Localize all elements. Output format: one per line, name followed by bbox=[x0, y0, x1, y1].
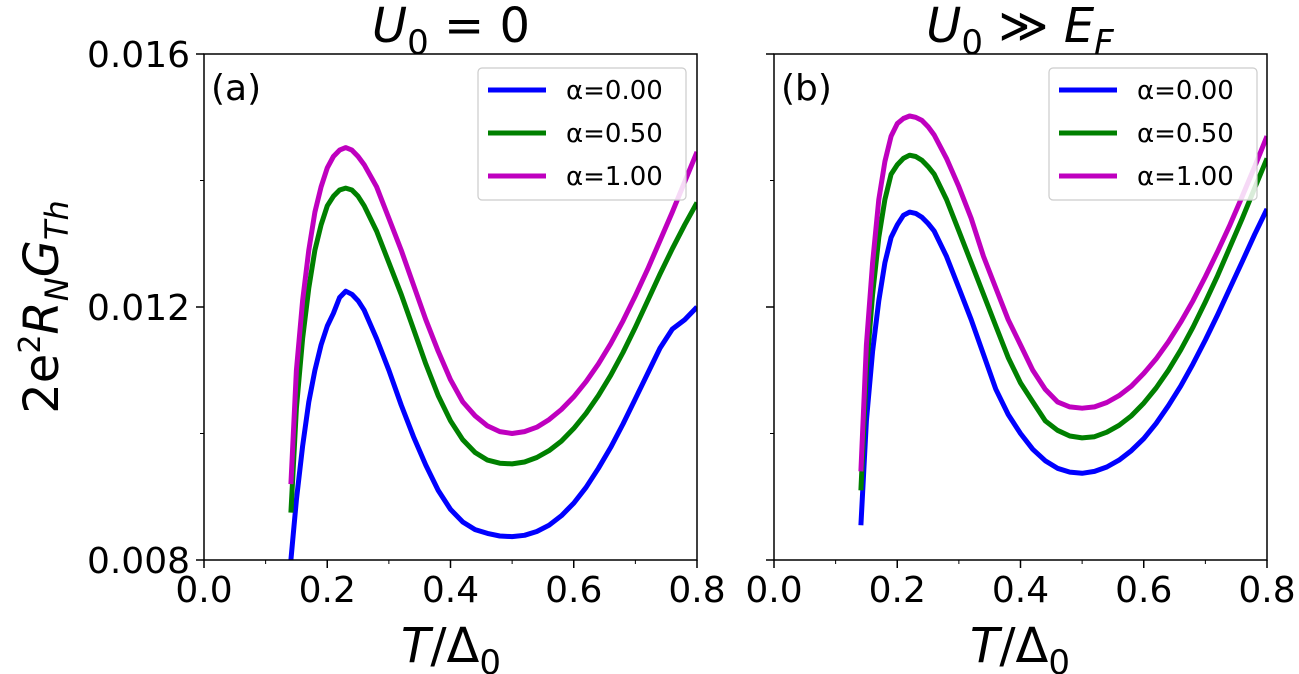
panel-a-y-tick-label: 0.012 bbox=[87, 288, 190, 329]
panel-a-x-tick-label: 0.6 bbox=[545, 570, 602, 611]
panel-b-legend-label-2: α=1.00 bbox=[1137, 162, 1234, 192]
panel-a-legend-label-0: α=0.00 bbox=[566, 76, 663, 106]
panel-b-x-tick-label: 0.0 bbox=[745, 570, 802, 611]
panel-b-series-line-2 bbox=[858, 113, 1267, 472]
panel-a-legend: α=0.00 α=0.50 α=1.00 bbox=[477, 67, 687, 201]
panel-b: U0 ≫ EF 0.0 0.2 0.4 0.6 0.8 (b) T/Δ0 α=0.00α… bbox=[745, 0, 1295, 674]
panel-a: U0 = 0 0.0 0.2 0.4 0.6 0.8 0.008 0.012 0.016 (a… bbox=[87, 0, 726, 674]
panel-b-legend-label-1: α=0.50 bbox=[1137, 119, 1234, 149]
panel-a-y-tick-label: 0.016 bbox=[87, 35, 190, 76]
panel-a-series-line-0 bbox=[288, 288, 697, 560]
panel-b-title: U0 ≫ EF bbox=[926, 0, 1114, 63]
panel-b-x-tick-label: 0.4 bbox=[992, 570, 1049, 611]
panel-b-legend-label-0: α=0.00 bbox=[1137, 76, 1234, 106]
panel-a-legend-label-1: α=0.50 bbox=[566, 119, 663, 149]
panel-a-x-tick-label: 0.4 bbox=[422, 570, 479, 611]
panel-a-series-line-2 bbox=[288, 145, 697, 485]
panel-a-tag: (a) bbox=[211, 68, 261, 109]
panel-b-series-line-0 bbox=[858, 207, 1267, 526]
panel-a-x-tick-label: 0.8 bbox=[668, 570, 725, 611]
panel-b-legend-box bbox=[1048, 67, 1258, 201]
y-axis-label: 2e2RNGTh bbox=[13, 200, 76, 414]
panel-a-legend-label-2: α=1.00 bbox=[566, 162, 663, 192]
panel-a-y-tick-label: 0.008 bbox=[87, 541, 190, 582]
panel-b-x-axis-label: T/Δ0 bbox=[970, 618, 1070, 674]
panel-b-x-tick-label: 0.6 bbox=[1115, 570, 1172, 611]
panel-a-x-tick-label: 0.2 bbox=[299, 570, 356, 611]
panel-b-legend: α=0.00 α=0.50 α=1.00 bbox=[1048, 67, 1258, 201]
panel-a-title: U0 = 0 bbox=[372, 0, 530, 63]
panel-b-x-tick-label: 0.2 bbox=[869, 570, 926, 611]
panel-b-tag: (b) bbox=[781, 68, 832, 109]
panel-a-series-line-1 bbox=[288, 185, 697, 513]
panel-a-x-tick-label: 0.0 bbox=[175, 570, 232, 611]
panel-b-x-tick-label: 0.8 bbox=[1238, 570, 1295, 611]
panel-b-series-line-1 bbox=[858, 152, 1267, 491]
panel-a-x-axis-label: T/Δ0 bbox=[401, 618, 501, 674]
panel-b-plot-area: 0.0 0.2 0.4 0.6 0.8 bbox=[745, 53, 1296, 611]
panel-a-legend-box bbox=[477, 67, 687, 201]
panel-a-plot-area: 0.0 0.2 0.4 0.6 0.8 0.008 0.012 0.016 bbox=[87, 35, 726, 611]
